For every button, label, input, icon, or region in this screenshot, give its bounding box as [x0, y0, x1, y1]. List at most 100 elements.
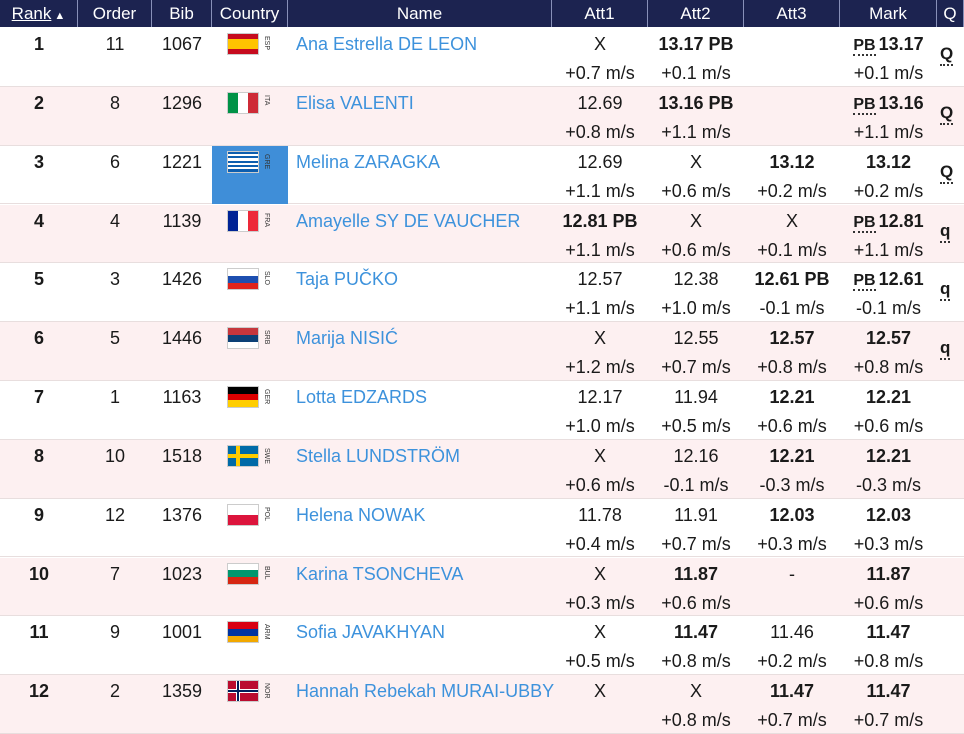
sort-arrow[interactable]: ▲: [51, 10, 66, 22]
column-header[interactable]: Att3: [744, 0, 840, 27]
attempt-mark: 12.03: [769, 504, 815, 525]
column-header-label[interactable]: Bib: [169, 4, 194, 23]
attempt-mark: X: [785, 210, 798, 231]
rank: 11: [29, 622, 49, 643]
qualification: Q: [940, 162, 954, 184]
attempt-wind: +1.1 m/s: [565, 180, 635, 201]
athlete-name[interactable]: Marija NISIĆ: [296, 328, 399, 349]
column-header[interactable]: Rank ▲: [0, 0, 78, 27]
attempt-mark: X: [689, 151, 702, 172]
attempt-mark: 12.61 PB: [754, 269, 830, 290]
order: 8: [109, 92, 120, 113]
column-header[interactable]: Att1: [552, 0, 648, 27]
bib: 1067: [161, 34, 203, 54]
athlete-name[interactable]: Elisa VALENTI: [296, 92, 414, 113]
attempt-mark: 12.55: [673, 328, 719, 349]
country-code: ESP: [263, 36, 270, 51]
mark: 12.57: [865, 328, 912, 349]
column-header-label[interactable]: Name: [396, 4, 443, 23]
flag-cross: [228, 453, 258, 458]
mark-cell: 12.21: [840, 444, 937, 468]
attempt-wind: +1.1 m/s: [661, 121, 731, 142]
athlete-name[interactable]: Melina ZARAGKA: [296, 151, 441, 172]
athlete-name[interactable]: Sofia JAVAKHYAN: [296, 622, 446, 643]
attempt-wind: +0.3 m/s: [565, 592, 635, 613]
attempt-mark: 12.17: [577, 387, 623, 407]
attempt-wind: +0.7 m/s: [757, 710, 827, 731]
country-code: SWE: [263, 447, 270, 464]
attempt-mark: 12.57: [577, 269, 623, 290]
column-header-label[interactable]: Rank: [11, 4, 52, 23]
attempt-wind: +0.4 m/s: [565, 533, 635, 554]
attempt-wind: +0.8 m/s: [661, 710, 731, 731]
rank: 9: [33, 504, 44, 525]
result-row: 6 5 1446 SRB Marija NISIĆ X +1.2 m/s 12.55 +0.7 …: [0, 322, 964, 381]
athlete-name[interactable]: Amayelle SY DE VAUCHER: [296, 210, 521, 231]
mark-note: PB: [853, 213, 876, 233]
athlete-name[interactable]: Stella LUNDSTRÖM: [296, 445, 461, 466]
mark-note: PB: [853, 37, 876, 56]
column-header[interactable]: Q: [937, 0, 964, 27]
bib: 1221: [161, 151, 203, 172]
country-code: GRE: [263, 153, 270, 169]
column-header[interactable]: Mark: [840, 0, 937, 27]
order: 1: [109, 387, 120, 407]
column-header-label[interactable]: Mark: [869, 4, 907, 23]
rank: 2: [33, 92, 44, 113]
column-header-label[interactable]: Order: [92, 4, 137, 23]
athlete-name[interactable]: Taja PUČKO: [296, 269, 399, 290]
attempt-mark: 13.17 PB: [658, 34, 734, 54]
attempt-wind: +1.0 m/s: [565, 416, 635, 436]
mark-wind: +0.7 m/s: [853, 710, 924, 731]
order: 4: [109, 210, 120, 231]
order: 7: [109, 563, 120, 584]
mark-cell: 13.12: [840, 150, 937, 174]
mark-cell: 12.03: [840, 503, 937, 527]
mark: 11.87: [866, 563, 911, 584]
attempt-mark: X: [593, 34, 606, 54]
rank: 4: [33, 210, 44, 231]
athlete-name[interactable]: Helena NOWAK: [296, 504, 426, 525]
column-header[interactable]: Order: [78, 0, 152, 27]
column-header-label[interactable]: Att1: [584, 4, 615, 23]
country-code: GER: [263, 389, 270, 405]
mark-cell: PB 13.16: [840, 91, 937, 115]
attempt-mark: X: [593, 681, 606, 702]
attempt-wind: +0.8 m/s: [565, 121, 635, 142]
column-header[interactable]: Country: [212, 0, 288, 27]
attempt-mark: 12.69: [577, 92, 623, 113]
athlete-name[interactable]: Lotta EDZARDS: [296, 387, 428, 407]
result-row: 3 6 1221 GRE Melina ZARAGKA 12.69 +1.1 m/s X +0.…: [0, 145, 964, 205]
attempt-mark: 11.47: [769, 681, 815, 702]
column-header[interactable]: Att2: [648, 0, 744, 27]
flag: [227, 33, 259, 55]
attempt-wind: +0.3 m/s: [757, 533, 827, 554]
attempt-mark: 11.78: [578, 504, 622, 525]
order: 3: [109, 269, 120, 290]
attempt-mark: 13.16 PB: [658, 92, 734, 113]
country-code: BUL: [263, 565, 270, 580]
athlete-name[interactable]: Hannah Rebekah MURAI-UBBY: [296, 681, 555, 702]
rank: 7: [33, 387, 44, 407]
bib: 1163: [162, 387, 202, 407]
mark: 12.81: [878, 210, 924, 231]
attempt-wind: +0.6 m/s: [757, 416, 827, 436]
mark-note: PB: [853, 95, 876, 115]
attempt-mark: X: [689, 210, 702, 231]
attempt-wind: +0.6 m/s: [565, 474, 635, 495]
attempt-wind: +0.6 m/s: [661, 239, 731, 260]
athlete-name[interactable]: Ana Estrella DE LEON: [296, 34, 478, 54]
column-header-label[interactable]: Q: [943, 4, 957, 23]
column-header-label[interactable]: Country: [219, 4, 280, 23]
athlete-name[interactable]: Karina TSONCHEVA: [296, 563, 464, 584]
column-header-label[interactable]: Att2: [680, 4, 711, 23]
column-header-label[interactable]: Att3: [776, 4, 807, 23]
column-header[interactable]: Name: [288, 0, 552, 27]
rank: 6: [33, 328, 44, 349]
column-header[interactable]: Bib: [152, 0, 212, 27]
attempt-mark: X: [593, 445, 606, 466]
attempt-wind: +0.6 m/s: [661, 592, 731, 613]
attempt-wind: +0.7 m/s: [661, 533, 731, 554]
attempt-mark: 12.21: [769, 445, 815, 466]
